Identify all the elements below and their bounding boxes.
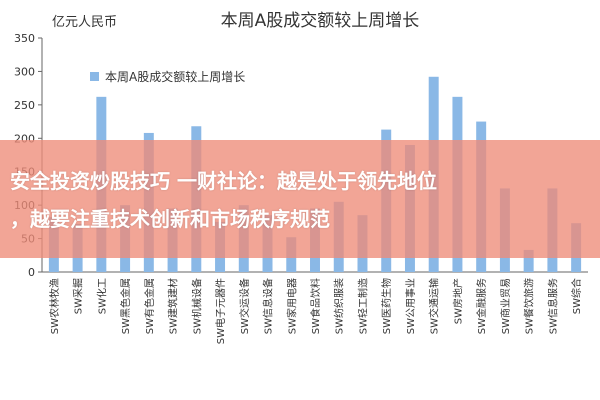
headline-line-1: 安全投资炒股技巧 一财社论：越是处于领先地位 xyxy=(10,169,437,193)
headline-line-2: ，越要注重技术创新和市场秩序规范 xyxy=(10,207,330,231)
x-tick-label: SW农林牧渔 xyxy=(48,278,61,334)
legend: 本周A股成交额较上周增长 xyxy=(90,69,245,84)
x-tick-label: SW综合 xyxy=(570,278,583,314)
y-tick-label: 300 xyxy=(14,65,35,78)
x-tick-label: SW机械设备 xyxy=(190,278,203,334)
x-tick-label: SW电子元器件 xyxy=(214,278,227,344)
x-tick-label: SW建筑建材 xyxy=(167,278,180,334)
x-tick-label: SW交运设备 xyxy=(238,278,251,334)
y-tick-label: 350 xyxy=(14,32,35,45)
x-tick-label: SW化工 xyxy=(95,278,108,314)
x-tick-label: SW交通运输 xyxy=(428,278,441,334)
x-tick-label: SW公用事业 xyxy=(404,278,417,334)
x-tick-label: SW家用电器 xyxy=(285,278,298,334)
x-tick-label: SW有色金属 xyxy=(143,278,156,334)
x-tick-labels: SW农林牧渔 SW采掘 SW化工 SW黑色金属 SW有色金属 SW建筑建材 SW机械设备 SW… xyxy=(48,278,583,344)
x-tick-label: SW商业贸易 xyxy=(499,278,512,334)
x-tick-label: SW纺织服装 xyxy=(333,278,346,334)
x-tick-label: SW医药生物 xyxy=(380,278,393,334)
x-tick-label: SW黑色金属 xyxy=(119,278,132,334)
x-tick-label: SW信息服务 xyxy=(546,278,559,334)
x-tick-label: SW食品饮料 xyxy=(309,278,322,334)
chart-title: 本周A股成交额较上周增长 xyxy=(221,11,420,31)
x-tick-label: SW金融服务 xyxy=(475,278,488,334)
legend-swatch xyxy=(90,72,99,81)
legend-label: 本周A股成交额较上周增长 xyxy=(105,69,245,84)
bar xyxy=(523,249,534,272)
article-headline-overlay[interactable]: 安全投资炒股技巧 一财社论：越是处于领先地位 ，越要注重技术创新和市场秩序规范 xyxy=(0,140,600,258)
x-tick-label: SW轻工制造 xyxy=(356,278,369,334)
unit-label: 亿元人民币 xyxy=(52,15,117,30)
y-tick-label: 250 xyxy=(14,99,35,112)
x-tick-label: SW信息设备 xyxy=(262,278,275,334)
y-tick-label: 0 xyxy=(28,266,35,279)
x-tick-label: SW房地产 xyxy=(451,278,464,324)
x-tick-label: SW餐饮旅游 xyxy=(523,278,536,334)
x-tick-label: SW采掘 xyxy=(72,278,85,314)
